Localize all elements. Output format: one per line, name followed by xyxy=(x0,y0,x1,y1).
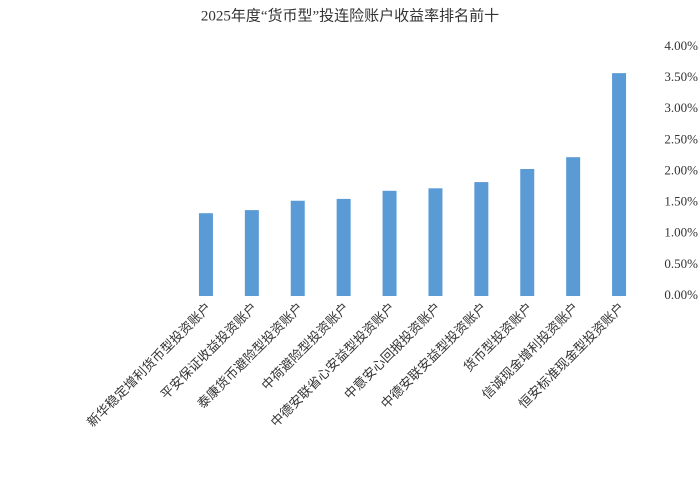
y-tick-label: 3.00% xyxy=(664,100,698,115)
bar xyxy=(290,200,305,296)
bar xyxy=(474,182,489,296)
bar xyxy=(520,169,535,296)
bar xyxy=(428,188,443,296)
y-tick-label: 2.00% xyxy=(664,162,698,177)
x-tick-label: 中荷避险型投资账户 xyxy=(259,300,352,393)
bar xyxy=(198,213,213,296)
bar xyxy=(566,157,581,296)
y-tick-label: 1.00% xyxy=(664,225,698,240)
y-tick-label: 3.50% xyxy=(664,69,698,84)
y-tick-label: 4.00% xyxy=(664,38,698,53)
bar xyxy=(244,210,259,296)
y-tick-label: 0.00% xyxy=(664,287,698,302)
bar xyxy=(612,73,627,297)
y-tick-label: 2.50% xyxy=(664,131,698,146)
y-tick-label: 0.50% xyxy=(664,256,698,271)
bar xyxy=(382,190,397,296)
bar xyxy=(336,198,351,296)
chart-title: 2025年度“货币型”投连险账户收益率排名前十 xyxy=(201,7,499,24)
y-tick-label: 1.50% xyxy=(664,194,698,209)
